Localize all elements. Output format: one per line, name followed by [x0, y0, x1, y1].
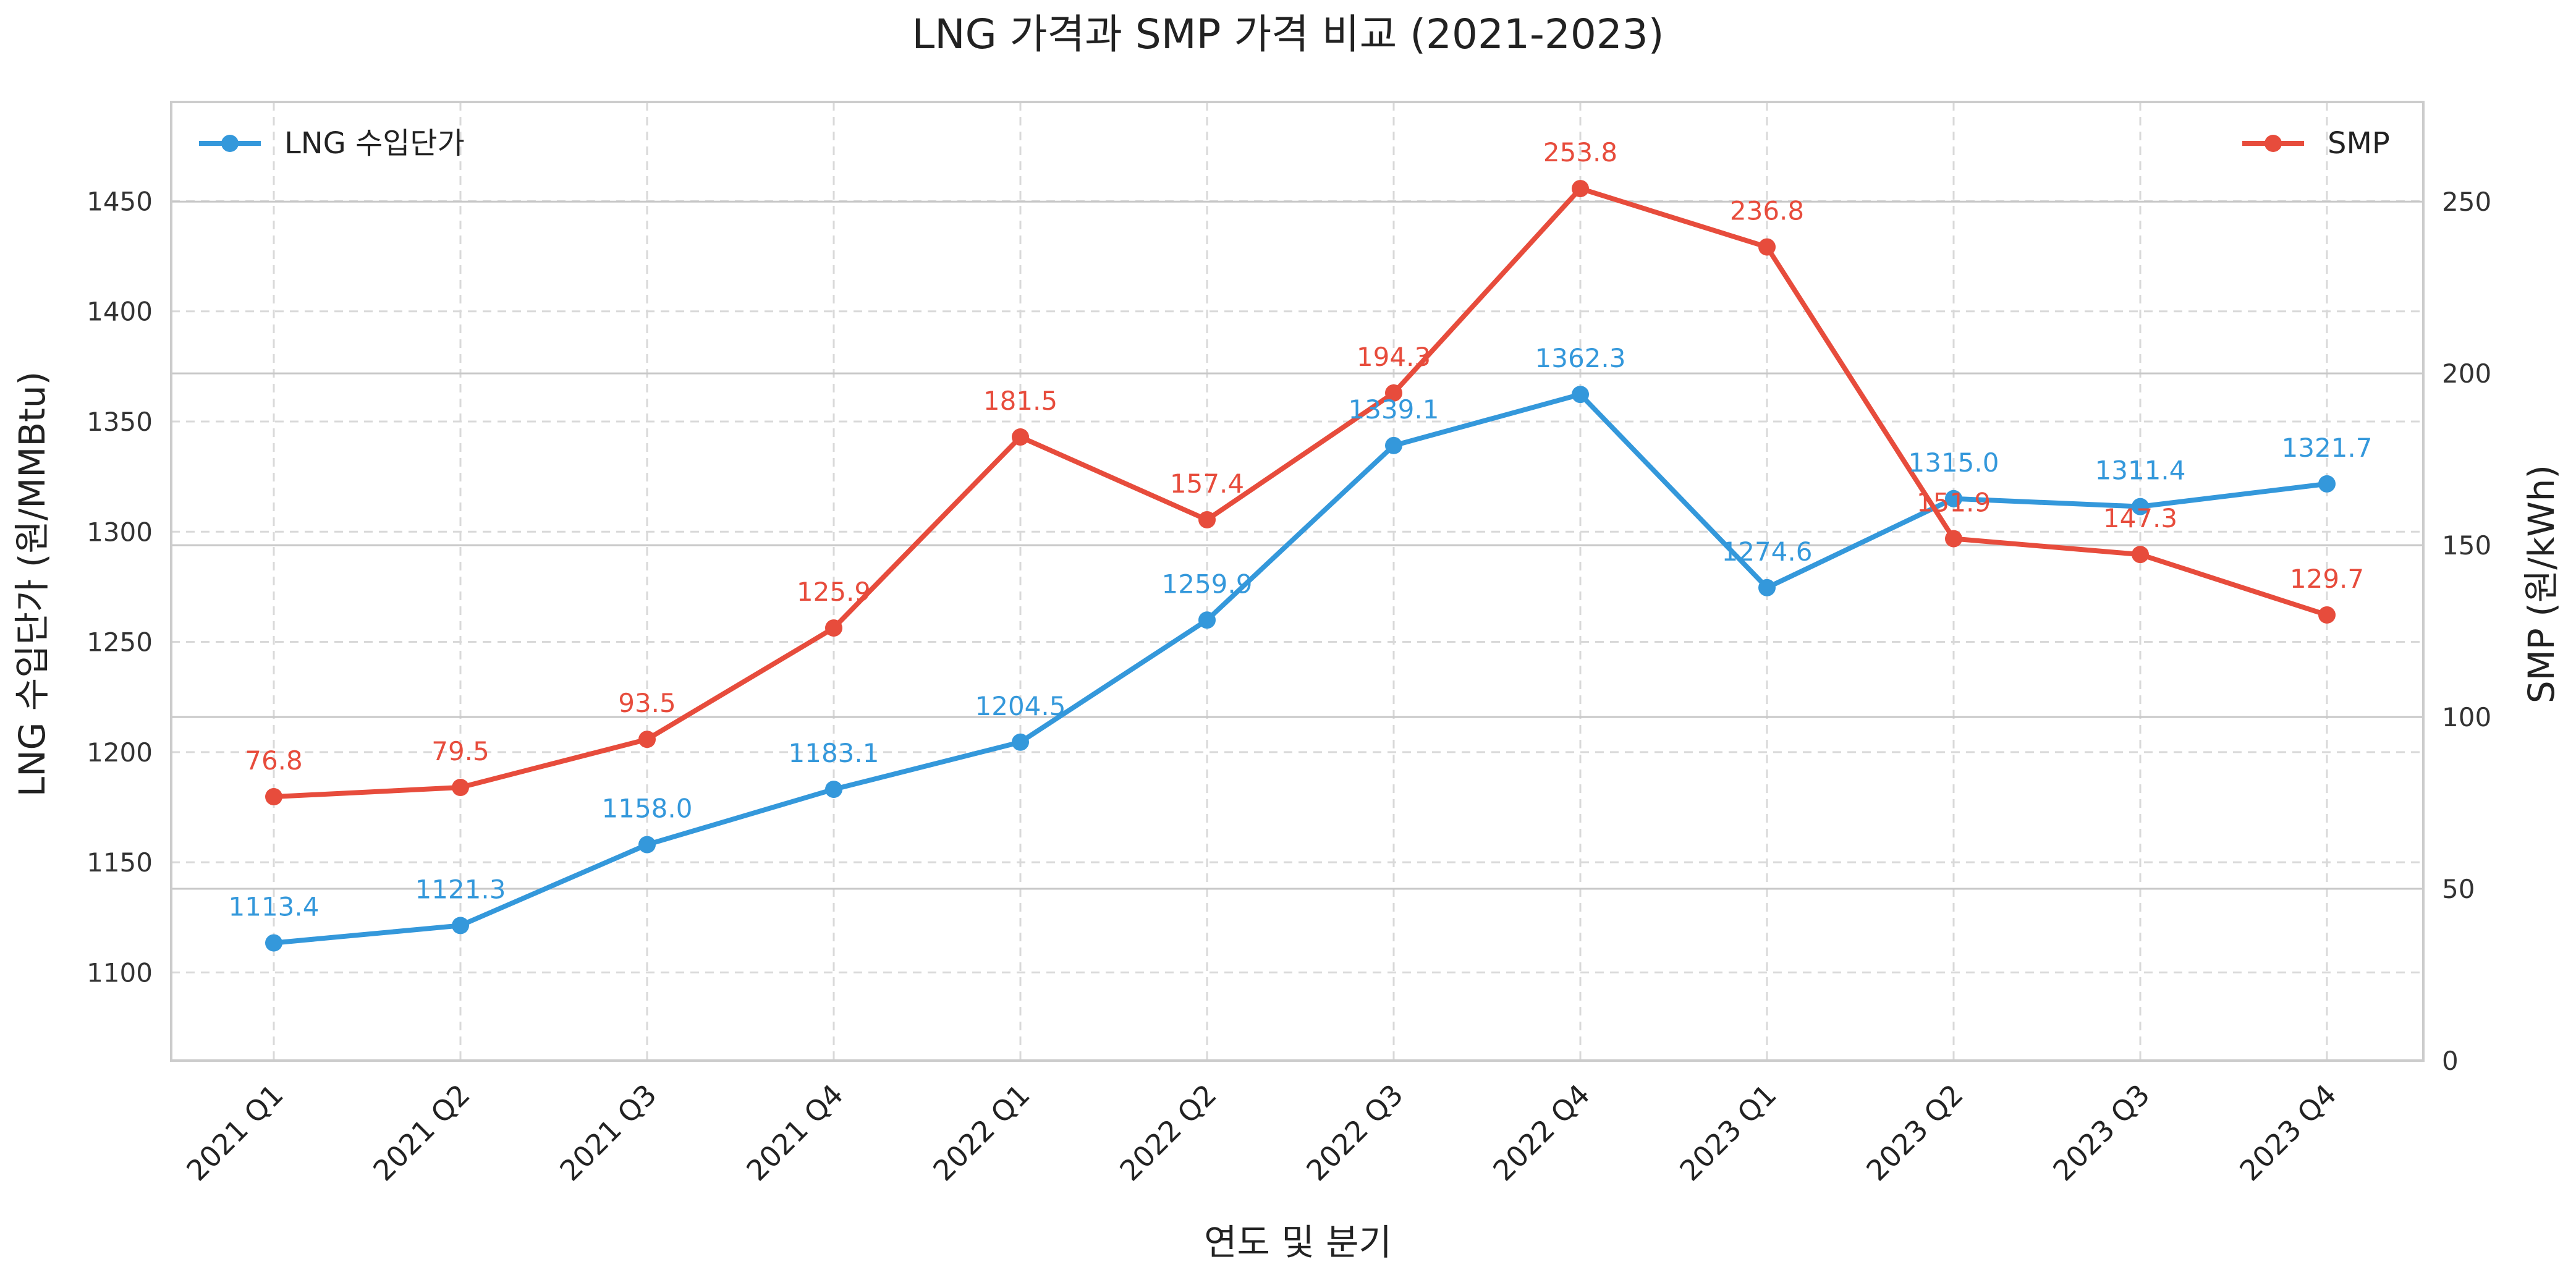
- x-tick-label: 2023 Q3: [2046, 1078, 2156, 1188]
- smp-data-label: 76.8: [245, 745, 303, 776]
- y-tick-label-left: 1300: [87, 517, 153, 547]
- lng-data-point: [265, 934, 282, 952]
- lng-data-point: [1012, 733, 1029, 751]
- lng-data-label: 1158.0: [602, 794, 693, 824]
- lng-data-label: 1321.7: [2282, 433, 2373, 463]
- smp-data-label: 181.5: [983, 386, 1057, 416]
- smp-data-label: 93.5: [618, 688, 676, 718]
- smp-data-label: 236.8: [1730, 196, 1804, 226]
- smp-data-label: 157.4: [1170, 468, 1244, 499]
- lng-data-label: 1339.1: [1349, 394, 1439, 425]
- legend-smp-marker: [2265, 135, 2282, 152]
- smp-series-line: [271, 186, 2329, 800]
- x-tick-label: 2023 Q2: [1860, 1078, 1970, 1188]
- smp-data-point: [1758, 238, 1776, 256]
- y-axis-title-right: SMP (원/kWh): [2520, 465, 2562, 703]
- smp-data-point: [1945, 530, 1962, 548]
- x-tick-label: 2022 Q4: [1486, 1078, 1596, 1188]
- lng-data-point: [1198, 611, 1216, 629]
- smp-data-point: [2132, 546, 2149, 564]
- legend-smp-label: SMP: [2328, 126, 2390, 161]
- x-tick-label: 2021 Q1: [180, 1078, 290, 1188]
- y-axis-title-left: LNG 수입단가 (원/MMBtu): [11, 371, 53, 797]
- y-tick-label-left: 1150: [87, 847, 153, 878]
- smp-data-point: [452, 779, 469, 797]
- y-tick-label-left: 1100: [87, 957, 153, 988]
- smp-data-point: [265, 788, 282, 806]
- smp-data-label: 79.5: [431, 736, 489, 766]
- lng-data-point: [1572, 386, 1589, 404]
- lng-data-point: [2318, 475, 2336, 493]
- y-tick-label-left: 1400: [87, 297, 153, 327]
- lng-data-label: 1311.4: [2095, 456, 2186, 486]
- axis-ticks: 2021 Q1 2021 Q2 2021 Q3 2021 Q4 2022 Q1 2022 …: [87, 186, 2491, 1187]
- lng-data-label: 1259.9: [1162, 569, 1253, 599]
- y-tick-label-right: 150: [2442, 530, 2491, 561]
- x-axis-title: 연도 및 분기: [1204, 1221, 1392, 1263]
- smp-data-label: 147.3: [2103, 503, 2177, 533]
- x-tick-label: 2022 Q3: [1300, 1078, 1410, 1188]
- y-tick-label-left: 1200: [87, 737, 153, 768]
- smp-data-label: 125.9: [797, 577, 871, 607]
- smp-data-label: 129.7: [2290, 564, 2364, 594]
- smp-data-label: 253.8: [1543, 137, 1617, 167]
- smp-data-point: [1572, 180, 1589, 198]
- lng-data-point: [638, 836, 656, 854]
- x-tick-label: 2021 Q3: [553, 1078, 663, 1188]
- y-tick-label-right: 100: [2442, 702, 2491, 732]
- lng-series-line: [271, 392, 2329, 946]
- lng-data-point: [1945, 490, 1962, 507]
- smp-data-point: [1012, 428, 1029, 446]
- x-tick-label: 2022 Q1: [926, 1078, 1036, 1188]
- lng-data-label: 1121.3: [415, 874, 506, 904]
- y-tick-label-right: 200: [2442, 358, 2491, 389]
- grid: [171, 102, 2423, 1061]
- smp-data-label: 194.3: [1357, 342, 1431, 372]
- lng-data-label: 1183.1: [789, 738, 879, 768]
- x-tick-label: 2021 Q2: [366, 1078, 477, 1188]
- y-tick-label-right: 50: [2442, 874, 2475, 904]
- smp-data-label: 151.9: [1917, 488, 1991, 518]
- legend-lng-label: LNG 수입단가: [284, 126, 465, 161]
- lng-data-point: [1758, 579, 1776, 596]
- smp-data-point: [1385, 384, 1402, 402]
- y-tick-label-right: 250: [2442, 187, 2491, 217]
- legend-lng: LNG 수입단가: [199, 126, 465, 161]
- smp-data-point: [1198, 511, 1216, 528]
- x-tick-label: 2023 Q4: [2233, 1078, 2343, 1188]
- smp-data-point: [825, 619, 842, 637]
- smp-data-point: [2318, 606, 2336, 624]
- lng-data-point: [2132, 498, 2149, 515]
- y-tick-label-right: 0: [2442, 1046, 2459, 1076]
- y-tick-label-left: 1450: [87, 186, 153, 216]
- lng-data-label: 1113.4: [229, 892, 320, 922]
- chart-title: LNG 가격과 SMP 가격 비교 (2021-2023): [912, 11, 1664, 58]
- data-labels: 1113.4 1121.3 1158.0 1183.1 1204.5 1259.9 1339…: [229, 137, 2373, 922]
- y-tick-label-left: 1350: [87, 407, 153, 437]
- x-tick-label: 2021 Q4: [740, 1078, 850, 1188]
- plot-frame: [170, 101, 2425, 1062]
- lng-data-point: [1385, 436, 1402, 454]
- lng-data-label: 1315.0: [1909, 447, 1999, 478]
- y-tick-label-left: 1250: [87, 627, 153, 658]
- x-tick-label: 2023 Q1: [1673, 1078, 1783, 1188]
- lng-data-label: 1362.3: [1535, 343, 1626, 373]
- lng-data-label: 1204.5: [975, 691, 1066, 721]
- lng-data-point: [825, 781, 842, 799]
- lng-data-point: [452, 917, 469, 935]
- lng-data-label: 1274.6: [1722, 536, 1813, 567]
- legend-lng-marker: [221, 135, 239, 152]
- x-tick-label: 2022 Q2: [1113, 1078, 1223, 1188]
- legend-smp: SMP: [2242, 126, 2390, 161]
- series-layer: [265, 180, 2336, 952]
- smp-data-point: [638, 731, 656, 748]
